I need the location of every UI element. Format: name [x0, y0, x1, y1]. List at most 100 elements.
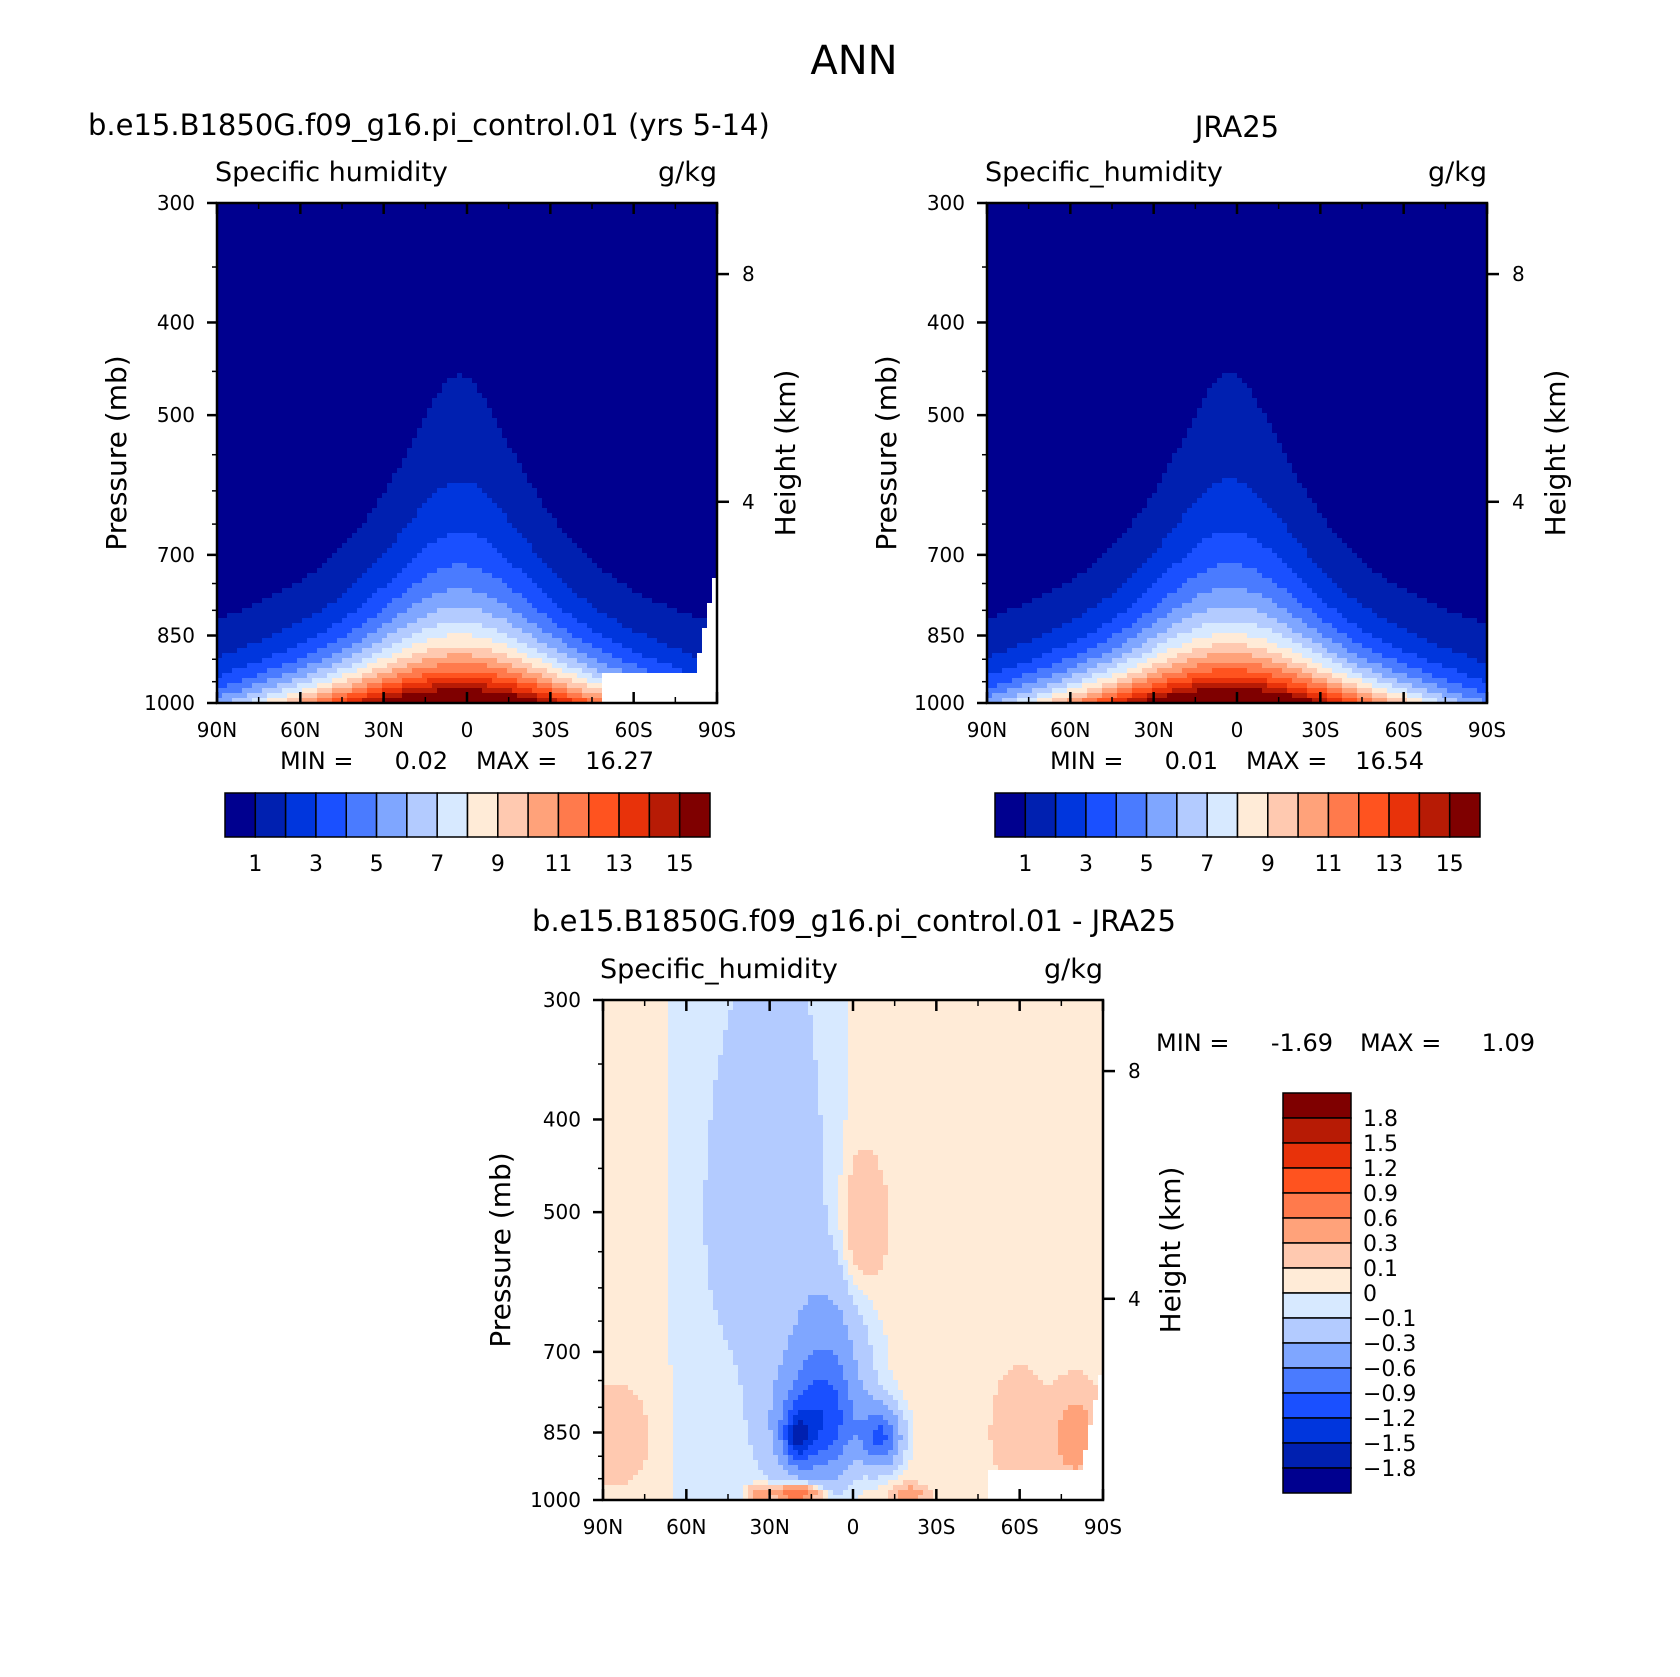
- ytick-label: 400: [927, 310, 965, 334]
- colorbar-swatch: [466, 792, 499, 838]
- ytick-label: 1000: [530, 1488, 581, 1512]
- colorbar-swatch: [315, 792, 347, 838]
- panel-obs-max-label: MAX =: [1246, 747, 1327, 775]
- xtick-label: 60N: [1050, 718, 1090, 742]
- colorbar-label: 0.3: [1363, 1232, 1398, 1257]
- ytick-label: 700: [927, 543, 965, 567]
- colorbar-label: 15: [1436, 852, 1464, 877]
- colorbar-swatch: [1282, 1417, 1352, 1444]
- panel-obs-max-value: 16.54: [1355, 747, 1424, 775]
- ytick-label: 500: [543, 1200, 581, 1224]
- panel-obs-min-label: MIN =: [1050, 747, 1123, 775]
- colorbar-label: 11: [544, 852, 572, 877]
- ytick-label: 850: [157, 624, 195, 648]
- colorbar-label: 0: [1363, 1282, 1377, 1307]
- panel-model: b.e15.B1850G.f09_g16.pi_control.01 (yrs …: [88, 108, 802, 877]
- colorbar-swatch: [1176, 792, 1208, 838]
- panel-obs-title: JRA25: [1193, 110, 1279, 144]
- colorbar-label: 3: [309, 852, 323, 877]
- colorbar-label: 13: [1375, 852, 1403, 877]
- panel-obs-axes: 300 400 500 700 850 1000 8 4 90N 60N 30N 0 30S 60S 90S: [914, 191, 1525, 742]
- panel-obs-ylabel: Pressure (mb): [870, 355, 903, 550]
- xtick-label: 90S: [1468, 718, 1506, 742]
- colorbar-label: 9: [491, 852, 505, 877]
- panel-diff-variable-label: Specific_humidity: [600, 954, 838, 985]
- panel-obs-y2label: Height (km): [1539, 370, 1572, 537]
- colorbar-swatch: [254, 792, 287, 838]
- colorbar-swatch: [1282, 1142, 1352, 1169]
- xtick-label: 90S: [698, 718, 736, 742]
- ytick-label: 850: [543, 1421, 581, 1445]
- colorbar-label: 7: [430, 852, 444, 877]
- y2tick-label: 8: [1128, 1059, 1141, 1083]
- colorbar-swatch: [224, 792, 257, 838]
- ytick-label: 300: [157, 191, 195, 215]
- colorbar-label: −0.6: [1363, 1357, 1416, 1382]
- main-title: ANN: [810, 38, 897, 84]
- panel-obs: JRA25 Specific_humidity g/kg 30040050070…: [870, 110, 1572, 877]
- ytick-label: 700: [157, 543, 195, 567]
- colorbar-swatch: [1282, 1192, 1352, 1219]
- colorbar-label: 7: [1200, 852, 1214, 877]
- panel-diff-plot-area: [603, 1000, 1104, 1501]
- panel-diff: b.e15.B1850G.f09_g16.pi_control.01 - JRA…: [484, 904, 1535, 1539]
- colorbar-swatch: [406, 792, 438, 838]
- panel-diff-colorbar: 1.81.51.20.90.60.30.10−0.1−0.3−0.6−0.9−1…: [1282, 1092, 1416, 1494]
- colorbar-label: −1.8: [1363, 1457, 1416, 1482]
- xtick-label: 60S: [1385, 718, 1423, 742]
- colorbar-label: 1: [248, 852, 262, 877]
- xtick-label: 90N: [583, 1515, 623, 1539]
- colorbar-label: 5: [370, 852, 384, 877]
- y2tick-label: 8: [1512, 262, 1525, 286]
- panel-model-y2label: Height (km): [769, 370, 802, 537]
- colorbar-label: −0.1: [1363, 1307, 1416, 1332]
- panel-diff-min-value: -1.69: [1271, 1029, 1333, 1057]
- xtick-label: 90S: [1084, 1515, 1122, 1539]
- colorbar-label: 1.2: [1363, 1157, 1398, 1182]
- colorbar-swatch: [994, 792, 1027, 838]
- xtick-label: 30S: [917, 1515, 955, 1539]
- xtick-label: 30N: [363, 718, 403, 742]
- panel-obs-plot-area: [987, 203, 1488, 704]
- colorbar-swatch: [345, 792, 378, 838]
- colorbar-swatch: [1115, 792, 1148, 838]
- colorbar-swatch: [1282, 1167, 1352, 1194]
- panel-model-max-label: MAX =: [476, 747, 557, 775]
- colorbar-label: 11: [1314, 852, 1342, 877]
- xtick-label: 0: [461, 718, 474, 742]
- colorbar-swatch: [1085, 792, 1117, 838]
- ytick-label: 300: [927, 191, 965, 215]
- colorbar-swatch: [1282, 1442, 1352, 1469]
- colorbar-swatch: [1054, 792, 1087, 838]
- panel-diff-units-label: g/kg: [1044, 954, 1103, 985]
- panel-diff-max-label: MAX =: [1360, 1029, 1441, 1057]
- panel-model-title: b.e15.B1850G.f09_g16.pi_control.01 (yrs …: [88, 108, 770, 142]
- panel-model-units-label: g/kg: [658, 157, 717, 188]
- y2tick-label: 4: [1128, 1287, 1141, 1311]
- colorbar-swatch: [618, 792, 651, 838]
- colorbar-swatch: [375, 792, 408, 838]
- colorbar-label: 15: [666, 852, 694, 877]
- ytick-label: 700: [543, 1340, 581, 1364]
- colorbar-label: 1.5: [1363, 1132, 1398, 1157]
- colorbar-swatch: [1282, 1117, 1352, 1144]
- xtick-label: 30N: [749, 1515, 789, 1539]
- panel-obs-variable-label: Specific_humidity: [985, 157, 1223, 188]
- panel-model-axes: 300 400 500 700 850 1000 8 4 90N 60N 30N 0 30S 60S 90S: [144, 191, 755, 742]
- ytick-label: 500: [927, 403, 965, 427]
- colorbar-swatch: [1448, 792, 1481, 838]
- panel-obs-min-value: 0.01: [1165, 747, 1218, 775]
- xtick-label: 30S: [531, 718, 569, 742]
- colorbar-swatch: [1236, 792, 1269, 838]
- colorbar-swatch: [678, 792, 711, 838]
- colorbar-swatch: [1358, 792, 1390, 838]
- colorbar-label: −1.5: [1363, 1432, 1416, 1457]
- colorbar-label: 0.1: [1363, 1257, 1398, 1282]
- colorbar-label: 0.9: [1363, 1182, 1398, 1207]
- xtick-label: 0: [1231, 718, 1244, 742]
- ytick-label: 850: [927, 624, 965, 648]
- colorbar-swatch: [1282, 1267, 1352, 1294]
- colorbar-label: −0.9: [1363, 1382, 1416, 1407]
- panel-diff-title: b.e15.B1850G.f09_g16.pi_control.01 - JRA…: [532, 904, 1176, 938]
